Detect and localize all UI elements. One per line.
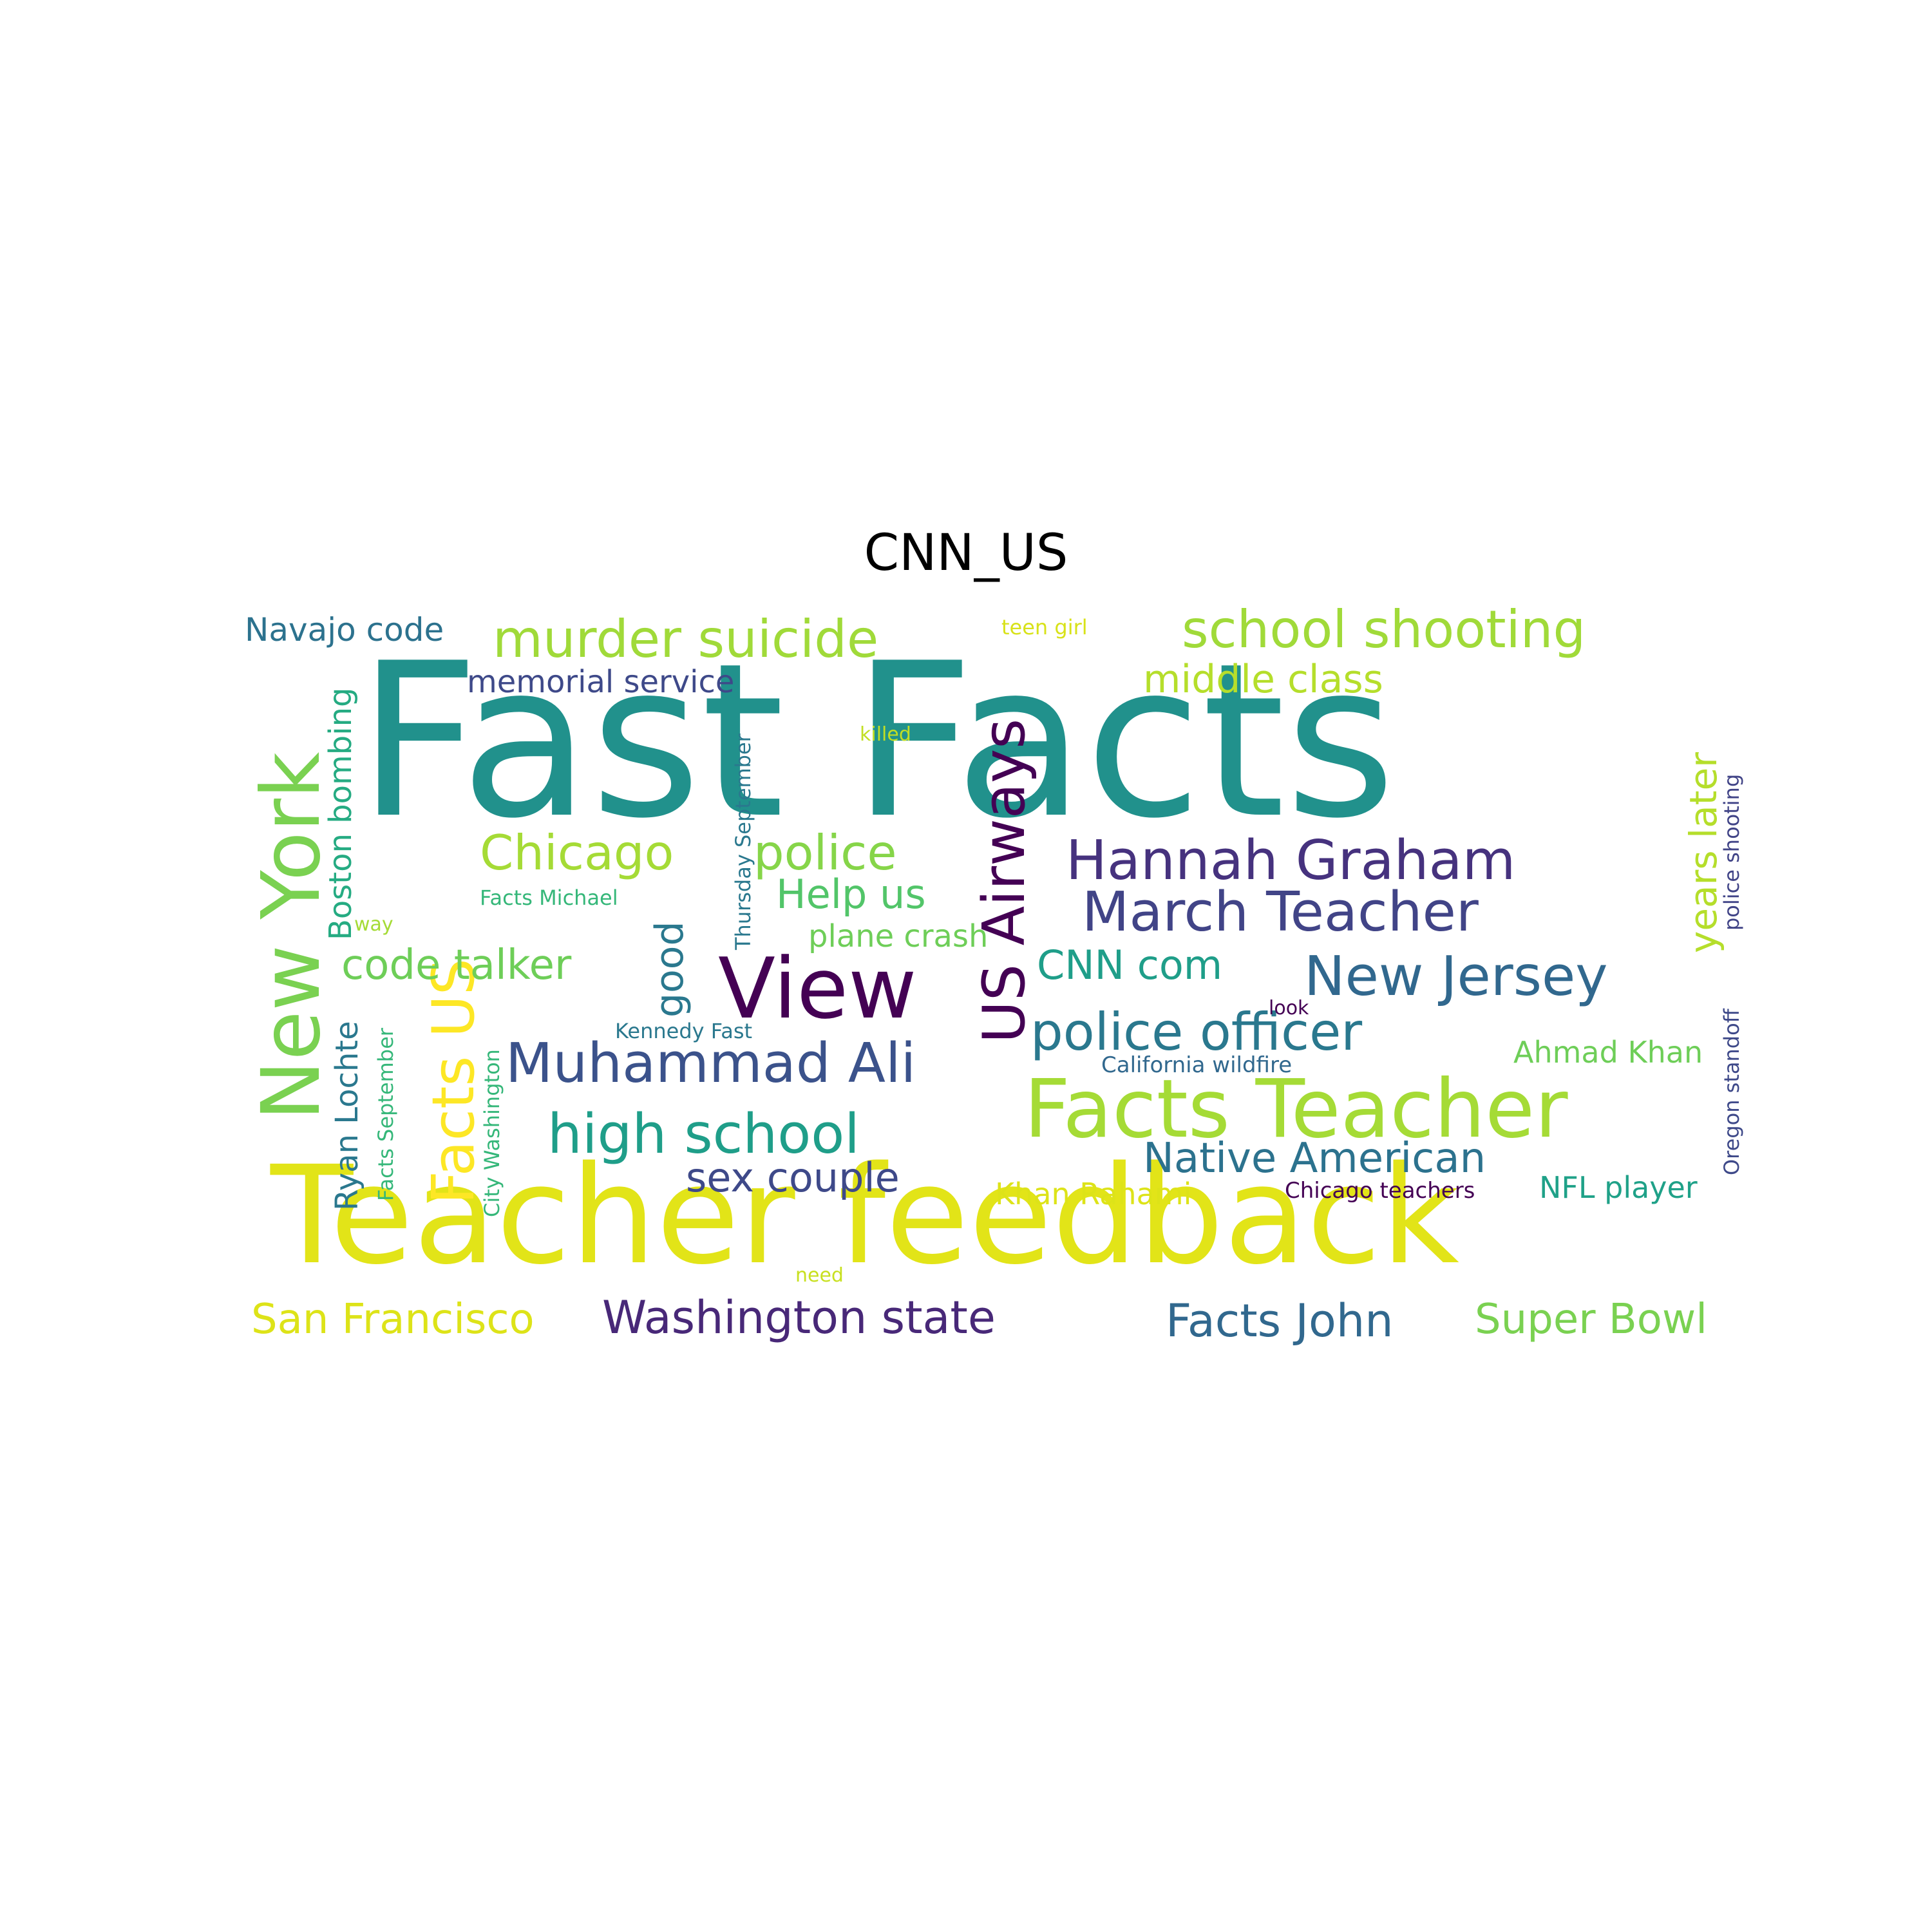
- word-years-later: years later: [1681, 752, 1725, 953]
- word-march-teacher: March Teacher: [1082, 880, 1479, 944]
- word-police: police: [753, 824, 897, 881]
- word-cnn-com: CNN com: [1037, 942, 1222, 989]
- word-ahmad-khan: Ahmad Khan: [1513, 1035, 1703, 1070]
- word-hannah-graham: Hannah Graham: [1066, 829, 1515, 893]
- word-sex-couple: sex couple: [686, 1154, 900, 1201]
- word-police-shooting: police shooting: [1719, 774, 1744, 931]
- chart-title: CNN_US: [864, 524, 1068, 582]
- word-facts-michael: Facts Michael: [480, 886, 618, 910]
- word-way: way: [354, 913, 393, 936]
- word-murder-suicide: murder suicide: [493, 609, 878, 669]
- word-fast-facts: Fast Facts: [357, 618, 1396, 865]
- word-california-wildfire: California wildfire: [1101, 1052, 1292, 1078]
- word-ryan-lochte: Ryan Lochte: [329, 1021, 365, 1211]
- word-boston-bombing: Boston bombing: [323, 688, 359, 940]
- word-muhammad-ali: Muhammad Ali: [506, 1032, 916, 1095]
- word-navajo-code: Navajo code: [245, 611, 444, 649]
- word-facts-september: Facts September: [374, 1027, 398, 1201]
- word-kennedy-fast: Kennedy Fast: [615, 1019, 752, 1043]
- word-help-us: Help us: [776, 871, 926, 918]
- word-khan-rahami: Khan Rahami: [995, 1177, 1191, 1211]
- word-facts-john: Facts John: [1166, 1294, 1394, 1347]
- word-facts-teacher: Facts Teacher: [1024, 1063, 1568, 1156]
- word-code-talker: code talker: [341, 942, 572, 989]
- word-police-officer: police officer: [1030, 1002, 1362, 1062]
- word-new-york: New York: [245, 752, 338, 1121]
- word-view: View: [718, 940, 917, 1037]
- word-thursday-september: Thursday September: [731, 733, 755, 951]
- word-facts-us: Facts US: [420, 958, 488, 1204]
- word-need: need: [795, 1264, 844, 1287]
- word-san-francisco: San Francisco: [251, 1296, 535, 1343]
- word-school-shooting: school shooting: [1182, 600, 1586, 659]
- word-plane-crash: plane crash: [808, 918, 988, 954]
- word-washington-state: Washington state: [602, 1291, 996, 1344]
- word-us-airways: US Airways: [971, 719, 1038, 1043]
- word-killed: killed: [860, 723, 911, 746]
- word-high-school: high school: [547, 1103, 860, 1166]
- word-teen-girl: teen girl: [1001, 615, 1088, 639]
- word-nfl-player: NFL player: [1539, 1170, 1698, 1205]
- word-look: look: [1269, 997, 1309, 1019]
- word-memorial-service: memorial service: [467, 664, 734, 700]
- word-middle-class: middle class: [1143, 657, 1383, 702]
- word-new-jersey: New Jersey: [1304, 945, 1608, 1009]
- word-city-washington: City Washington: [480, 1049, 504, 1217]
- word-chicago: Chicago: [480, 824, 674, 881]
- word-good: good: [647, 921, 692, 1018]
- word-teacher-feedback: Teacher feedback: [270, 1137, 1459, 1294]
- word-native-american: Native American: [1143, 1135, 1486, 1182]
- word-chicago-teachers: Chicago teachers: [1285, 1178, 1475, 1204]
- word-super-bowl: Super Bowl: [1475, 1296, 1707, 1343]
- word-oregon-standoff: Oregon standoff: [1719, 1008, 1744, 1175]
